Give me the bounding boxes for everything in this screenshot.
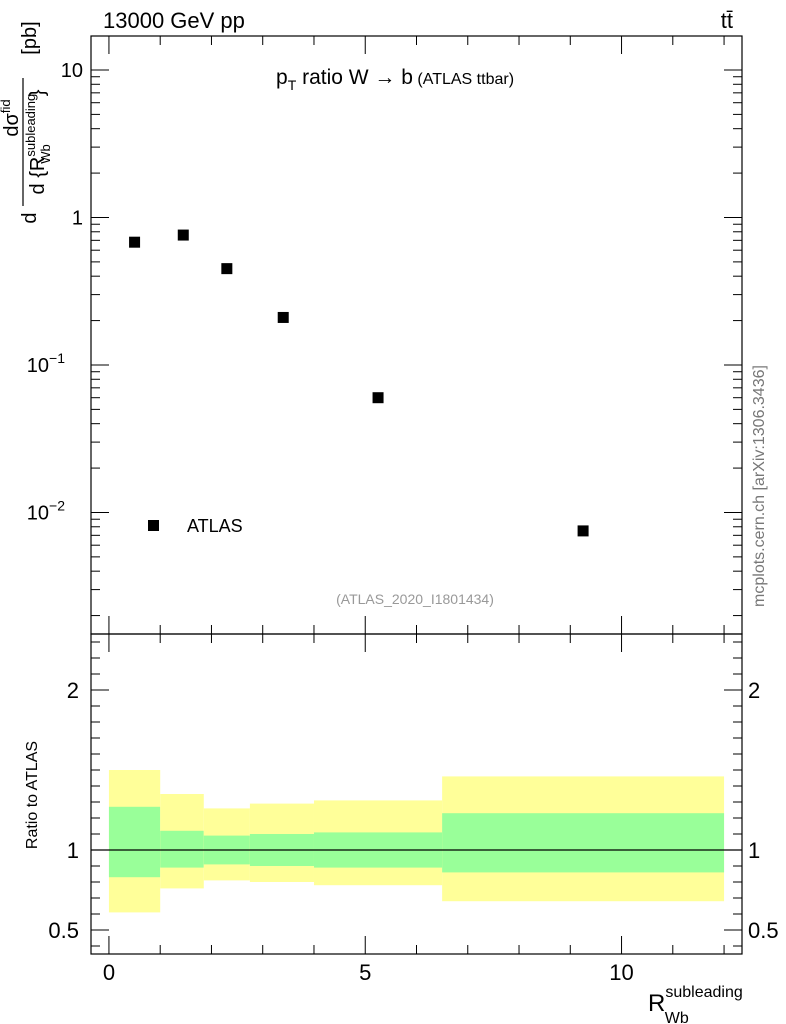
plot-title-main: p — [276, 66, 288, 89]
plot-title: pT ratio W → b (ATLAS ttbar) — [276, 66, 514, 93]
ratio-bands — [108, 770, 725, 913]
x-label-main: R — [648, 990, 665, 1017]
data-point — [277, 311, 289, 323]
data-point — [177, 229, 189, 241]
x-axis-label: Rsubleading Wb — [648, 984, 743, 1024]
ratio-y-tick-label-left: 0.5 — [48, 918, 79, 943]
x-tick-label: 5 — [359, 960, 371, 985]
legend-marker — [148, 520, 159, 531]
legend-label: ATLAS — [187, 516, 243, 536]
data-point — [129, 236, 141, 248]
main-panel: 10 1 10−1 10−2 pT ratio W → b (ATLAS ttbar)… — [27, 35, 743, 635]
data-point — [221, 263, 233, 275]
ratio-ticks: 2 2 1 1 0.5 0.5 0 5 10 — [48, 634, 779, 985]
main-y-ticks: 10 1 10−1 10−2 — [27, 36, 742, 634]
y-tick-label: 10−1 — [27, 350, 65, 377]
y-tick-label: 1 — [72, 207, 83, 229]
inner-band — [108, 806, 161, 878]
inner-band — [442, 813, 725, 873]
main-frame — [90, 35, 743, 635]
legend: ATLAS — [148, 516, 243, 536]
x-label-sup: subleading — [665, 984, 742, 1001]
analysis-id: (ATLAS_2020_I1801434) — [336, 591, 494, 607]
x-tick-label: 10 — [609, 960, 633, 985]
y-label-num: dσfid — [0, 99, 23, 136]
ratio-y-tick-label-right: 2 — [748, 678, 760, 703]
data-points — [129, 229, 589, 537]
plot-title-rest: ratio W → b — [296, 66, 413, 89]
x-label-sub: Wb — [665, 1010, 689, 1024]
y-tick-label: 10 — [61, 60, 83, 82]
process-label: tt̄ — [721, 8, 733, 33]
data-point — [372, 392, 384, 404]
ratio-panel: 2 2 1 1 0.5 0.5 0 5 10 — [48, 633, 779, 985]
y-label-unit: [pb] — [19, 21, 41, 54]
y-label-den: d {RsubleadingWb} — [23, 89, 53, 194]
y-tick-label: 10−2 — [27, 497, 65, 524]
side-credit: mcplots.cern.ch [arXiv:1306.3436] — [751, 365, 768, 607]
ratio-y-tick-label-left: 1 — [67, 838, 79, 863]
data-point — [577, 525, 589, 537]
ratio-y-tick-label-left: 2 — [67, 678, 79, 703]
main-y-label: dσfid d {RsubleadingWb} [pb] d — [0, 21, 53, 223]
inner-band — [160, 830, 204, 868]
ratio-y-tick-label-right: 1 — [748, 838, 760, 863]
ratio-y-label: Ratio to ATLAS — [24, 741, 41, 849]
y-label-d: d — [19, 212, 41, 223]
plot-title-sub: T — [288, 77, 297, 93]
ratio-frame — [90, 633, 743, 955]
ratio-y-tick-label-right: 0.5 — [748, 918, 779, 943]
plot-title-paren: (ATLAS ttbar) — [413, 71, 514, 88]
x-tick-label: 0 — [103, 960, 115, 985]
energy-label: 13000 GeV pp — [103, 8, 245, 33]
